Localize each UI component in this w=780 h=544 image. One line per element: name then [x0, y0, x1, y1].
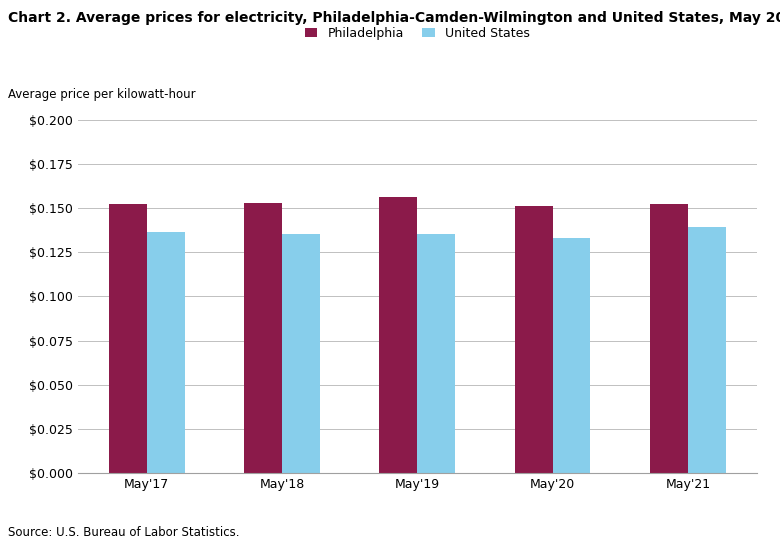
Bar: [282, 234, 320, 473]
Bar: [379, 197, 417, 473]
Text: Average price per kilowatt-hour: Average price per kilowatt-hour: [8, 88, 196, 101]
Bar: [515, 206, 552, 473]
Bar: [109, 204, 147, 473]
Bar: [688, 227, 725, 473]
Bar: [552, 238, 590, 473]
Legend: Philadelphia, United States: Philadelphia, United States: [305, 27, 530, 40]
Bar: [650, 204, 688, 473]
Bar: [244, 202, 282, 473]
Text: Chart 2. Average prices for electricity, Philadelphia-Camden-Wilmington and Unit: Chart 2. Average prices for electricity,…: [8, 11, 780, 25]
Bar: [147, 232, 185, 473]
Bar: [417, 234, 456, 473]
Text: Source: U.S. Bureau of Labor Statistics.: Source: U.S. Bureau of Labor Statistics.: [8, 526, 239, 539]
